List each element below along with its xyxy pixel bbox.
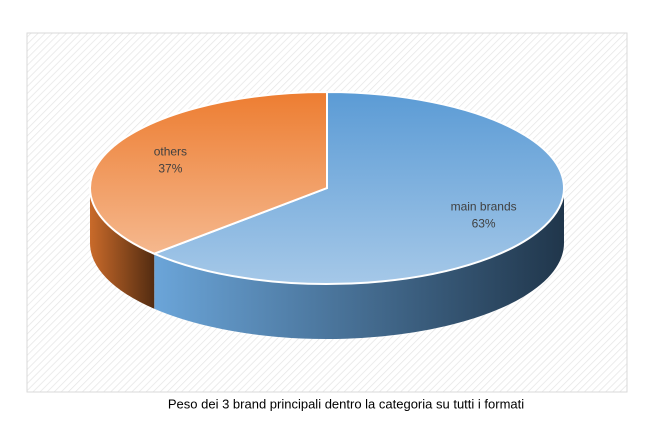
pie: main brands 63% others 37% [89, 90, 565, 339]
slice-label: main brands [451, 200, 517, 214]
slice-side [154, 188, 564, 339]
slice-value-label: 63% [472, 217, 496, 231]
slice [151, 90, 565, 285]
slice [89, 90, 328, 255]
slice-label: others [154, 145, 187, 159]
slice-side [90, 188, 155, 309]
slice-value-label: 37% [158, 162, 182, 176]
chart-caption: Peso dei 3 brand principali dentro la ca… [168, 396, 524, 411]
